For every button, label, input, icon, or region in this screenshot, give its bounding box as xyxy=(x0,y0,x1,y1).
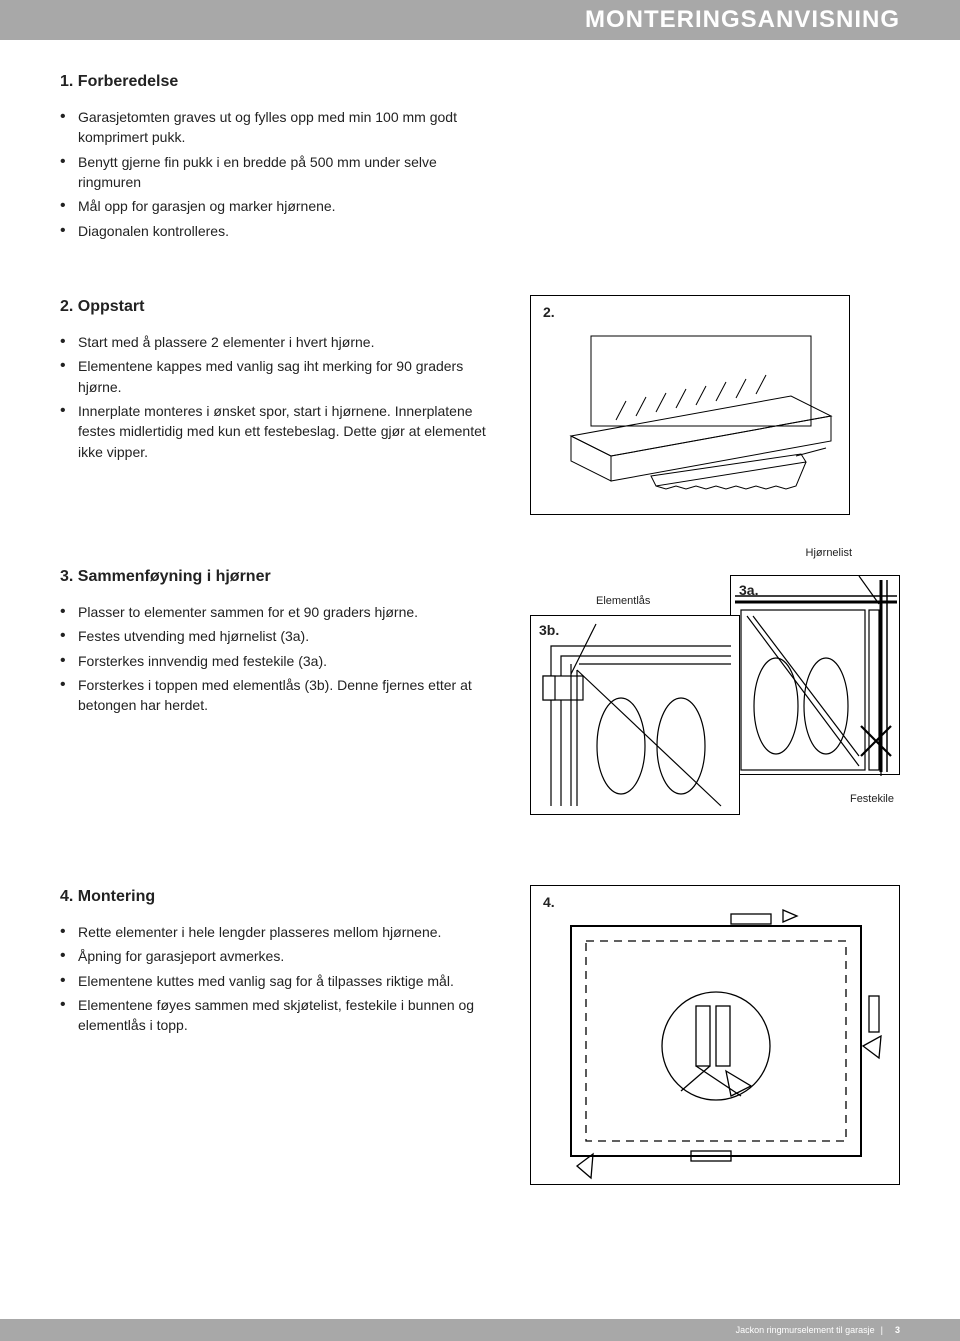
section-3-list: Plasser to elementer sammen for et 90 gr… xyxy=(60,602,500,715)
figure-3b-label: 3b. xyxy=(539,622,559,638)
section-3-text: 3. Sammenføyning i hjørner Plasser to el… xyxy=(60,565,500,720)
list-item: Åpning for garasjeport avmerkes. xyxy=(60,946,500,966)
list-item: Rette elementer i hele lengder plasseres… xyxy=(60,922,500,942)
section-2: 2. Oppstart Start med å plassere 2 eleme… xyxy=(60,295,900,515)
section-3-figure: Hjørnelist Elementlås 3a. xyxy=(530,565,900,835)
section-2-heading: 2. Oppstart xyxy=(60,295,500,318)
section-1: 1. Forberedelse Garasjetomten graves ut … xyxy=(60,70,900,245)
section-4-figure: 4. xyxy=(530,885,900,1185)
figure-2-svg xyxy=(531,296,851,516)
page-title: MONTERINGSANVISNING xyxy=(585,6,900,34)
footer-sep: | xyxy=(881,1325,883,1335)
annot-festekile: Festekile xyxy=(850,793,894,805)
list-item: Forsterkes i toppen med elementlås (3b).… xyxy=(60,675,500,716)
section-4-text: 4. Montering Rette elementer i hele leng… xyxy=(60,885,500,1040)
section-3: 3. Sammenføyning i hjørner Plasser to el… xyxy=(60,565,900,835)
list-item: Plasser to elementer sammen for et 90 gr… xyxy=(60,602,500,622)
figure-4-label: 4. xyxy=(543,894,555,910)
list-item: Innerplate monteres i ønsket spor, start… xyxy=(60,401,500,462)
list-item: Benytt gjerne fin pukk i en bredde på 50… xyxy=(60,152,500,193)
section-2-list: Start med å plassere 2 elementer i hvert… xyxy=(60,332,500,462)
section-3-heading: 3. Sammenføyning i hjørner xyxy=(60,565,500,588)
section-4: 4. Montering Rette elementer i hele leng… xyxy=(60,885,900,1185)
list-item: Elementene kuttes med vanlig sag for å t… xyxy=(60,971,500,991)
section-4-heading: 4. Montering xyxy=(60,885,500,908)
section-4-list: Rette elementer i hele lengder plasseres… xyxy=(60,922,500,1035)
section-2-text: 2. Oppstart Start med å plassere 2 eleme… xyxy=(60,295,500,466)
footer-text: Jackon ringmurselement til garasje xyxy=(736,1325,875,1335)
content: 1. Forberedelse Garasjetomten graves ut … xyxy=(0,40,960,1185)
list-item: Elementene føyes sammen med skjøtelist, … xyxy=(60,995,500,1036)
footer-bar: Jackon ringmurselement til garasje | 3 xyxy=(0,1319,960,1341)
list-item: Garasjetomten graves ut og fylles opp me… xyxy=(60,107,500,148)
list-item: Elementene kappes med vanlig sag iht mer… xyxy=(60,356,500,397)
figure-3a-svg xyxy=(731,576,901,776)
annot-hjornelist: Hjørnelist xyxy=(806,547,852,559)
header-bar: MONTERINGSANVISNING xyxy=(0,0,960,40)
list-item: Festes utvending med hjørnelist (3a). xyxy=(60,626,500,646)
footer-page: 3 xyxy=(895,1325,900,1335)
figure-2-label: 2. xyxy=(543,304,555,320)
list-item: Diagonalen kontrolleres. xyxy=(60,221,500,241)
list-item: Mål opp for garasjen og marker hjørnene. xyxy=(60,196,500,216)
section-1-list: Garasjetomten graves ut og fylles opp me… xyxy=(60,107,500,241)
figure-3b-svg xyxy=(531,616,741,816)
list-item: Forsterkes innvendig med festekile (3a). xyxy=(60,651,500,671)
figure-4-svg xyxy=(531,886,901,1186)
list-item: Start med å plassere 2 elementer i hvert… xyxy=(60,332,500,352)
section-1-text: 1. Forberedelse Garasjetomten graves ut … xyxy=(60,70,500,245)
figure-3a-label: 3a. xyxy=(739,582,758,598)
section-1-heading: 1. Forberedelse xyxy=(60,70,500,93)
section-2-figure: 2. xyxy=(530,295,850,515)
annot-elementlas: Elementlås xyxy=(596,595,650,607)
